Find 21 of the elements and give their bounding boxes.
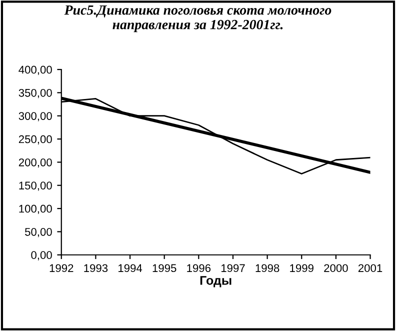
y-tick-label: 100,00 — [19, 204, 52, 214]
x-axis-title: Годы — [200, 276, 232, 288]
y-tick-label: 400,00 — [18, 66, 52, 75]
x-tick-label: 1993 — [84, 264, 108, 272]
x-tick-label: 2001 — [358, 264, 382, 272]
x-tick-label: 1992 — [50, 264, 74, 272]
y-tick-label: 200,00 — [18, 158, 52, 168]
x-tick-label: 1995 — [152, 264, 176, 272]
y-tick-label: 0,00 — [31, 251, 52, 260]
chart-title: Рис5.Динамика поголовья скота молочного направления за 1992-2001гг. — [64, 6, 332, 32]
x-tick-label: 1997 — [221, 264, 245, 272]
y-tick-label: 300,00 — [18, 112, 52, 122]
x-tick-label: 1998 — [256, 264, 280, 272]
x-tick-label: 2000 — [324, 264, 348, 272]
y-tick-label: 150,00 — [19, 182, 52, 191]
y-tick-label: 350,00 — [18, 88, 52, 98]
y-tick-label: 250,00 — [18, 135, 52, 144]
y-tick-label: 50,00 — [24, 228, 52, 238]
x-tick-label: 1999 — [290, 264, 314, 272]
x-tick-label: 1994 — [118, 264, 142, 272]
x-tick-label: 1996 — [187, 264, 211, 272]
